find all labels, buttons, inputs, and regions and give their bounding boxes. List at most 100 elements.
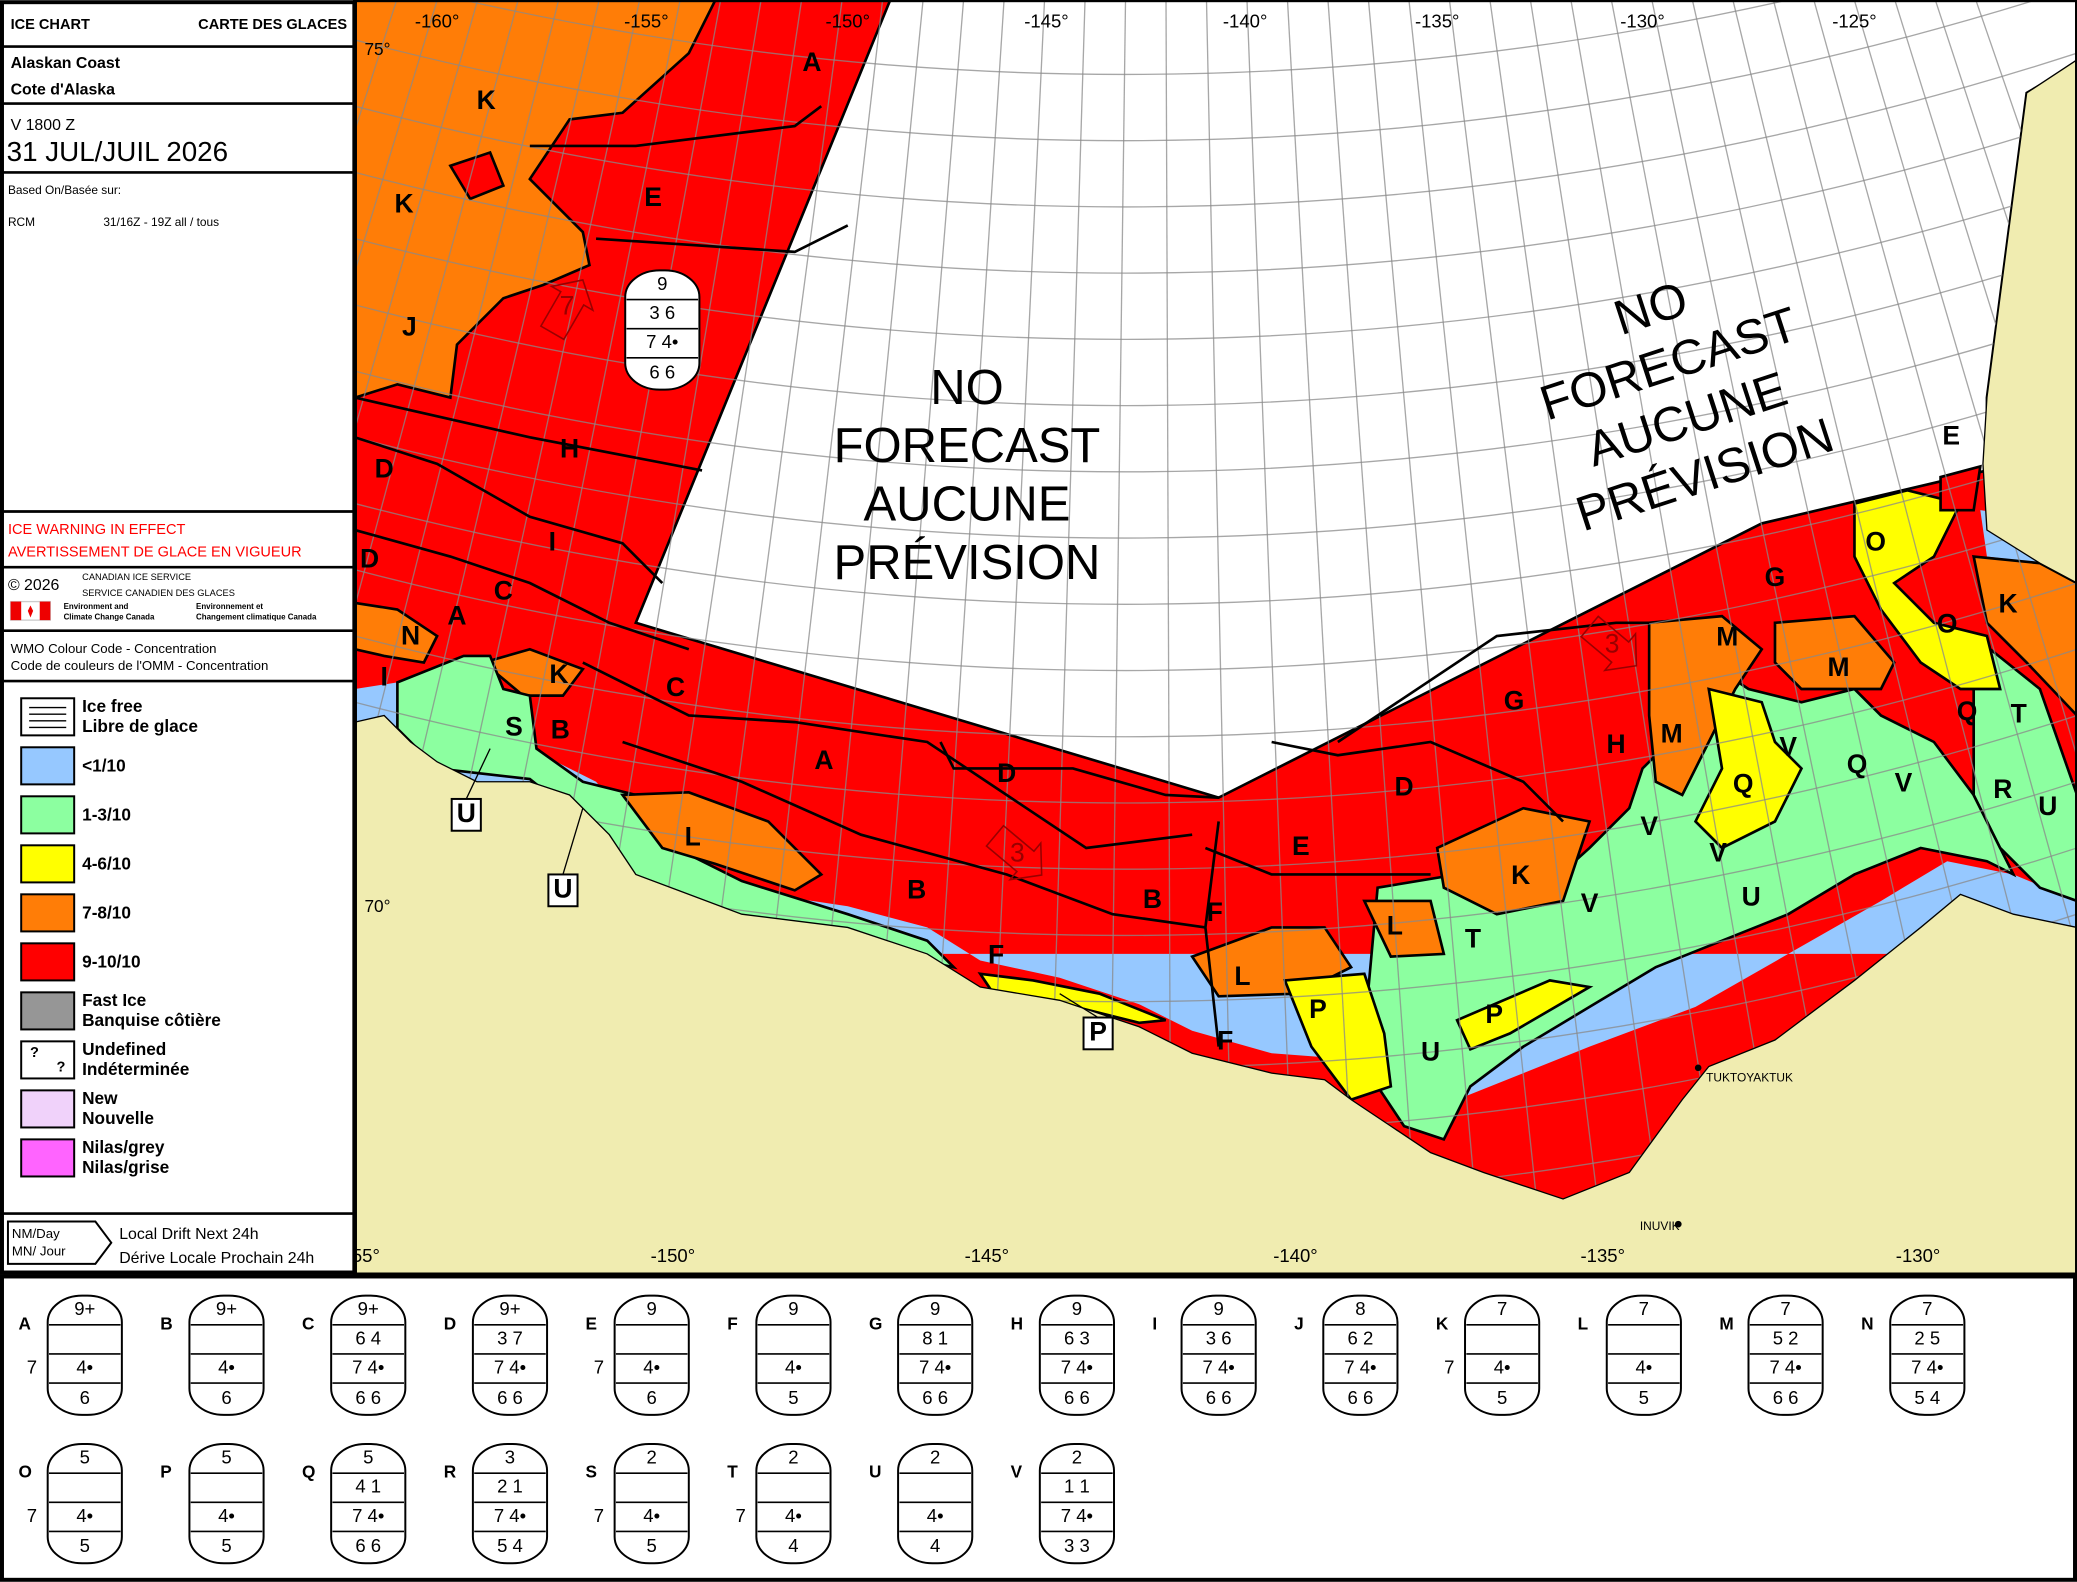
region-label: V (1640, 811, 1658, 841)
egg-stage: 7 4• (1061, 1505, 1093, 1526)
warning-en: ICE WARNING IN EFFECT (8, 522, 186, 538)
egg-total: 9 (647, 1298, 657, 1319)
egg-total: 9 (1213, 1298, 1223, 1319)
agency-en: CANADIAN ICE SERVICE (82, 572, 191, 582)
egg-stage: 4• (785, 1505, 802, 1526)
egg-id: N (1861, 1313, 1873, 1333)
egg-id: G (869, 1313, 882, 1333)
legend-swatch (20, 795, 76, 835)
parallel (354, 52, 2077, 208)
egg-id: B (160, 1313, 172, 1333)
egg-form: 6 6 (649, 362, 675, 383)
region-label: F (1207, 897, 1223, 927)
egg-id: Q (302, 1462, 315, 1482)
parallel (354, 118, 2077, 274)
boundary (939, 741, 1219, 799)
region-label: T (2011, 698, 2027, 728)
region-label: R (1993, 774, 2012, 804)
legend-label: Nilas/grise (82, 1157, 169, 1177)
egg-partial: 3 7 (497, 1327, 523, 1348)
legend-label: Undefined (82, 1039, 166, 1059)
region-label: L (1387, 910, 1403, 940)
region-label: U (457, 798, 476, 828)
egg-stage: 7 4• (1769, 1356, 1801, 1377)
egg-id: H (1011, 1313, 1023, 1333)
legend-label: New (82, 1088, 118, 1108)
egg-id: A (19, 1313, 31, 1333)
egg: 8 6 2 7 4• 6 6 (1322, 1294, 1399, 1416)
based-on: Based On/Basée sur: (8, 183, 121, 197)
latitude-label: 75° (364, 39, 390, 59)
region-label: E (1942, 420, 1960, 450)
parallel (354, 317, 2077, 473)
egg: 5 4 1 7 4• 6 6 (330, 1443, 407, 1565)
egg-total: 9 (930, 1298, 940, 1319)
region-label: O (1865, 526, 1886, 556)
region-label: D (1395, 771, 1414, 801)
egg: 9+ 6 4 7 4• 6 6 (330, 1294, 407, 1416)
drift-value: 7 (560, 291, 575, 321)
legend-swatch (20, 991, 76, 1031)
meridian (1813, 0, 2077, 952)
egg-side: 7 (594, 1505, 604, 1526)
title-fr: CARTE DES GLACES (198, 17, 347, 33)
egg-form: 6 6 (1064, 1387, 1090, 1408)
meridian (1894, 0, 2077, 588)
chart-date: 31 JUL/JUIL 2026 (7, 136, 228, 167)
egg-stage: 4• (927, 1505, 944, 1526)
longitude-label: -150° (651, 1245, 696, 1266)
meridian (1448, 0, 1608, 1275)
egg-id: R (444, 1462, 457, 1482)
egg-stage: 7 4• (919, 1356, 951, 1377)
region-label: I (380, 661, 387, 691)
drift-arrow (6, 1220, 113, 1265)
parallel (354, 251, 2077, 407)
legend-swatch (20, 893, 76, 933)
meridian (354, 0, 479, 431)
dept-fr: Environnement et (196, 602, 263, 611)
region-label: M (1716, 622, 1738, 652)
egg-stage: 4• (643, 1505, 660, 1526)
flag-band (10, 601, 22, 621)
boundary (582, 661, 1193, 850)
egg: 9 6 3 7 4• 6 6 (1038, 1294, 1115, 1416)
meridian (354, 0, 560, 810)
egg: 9+ 3 7 7 4• 6 6 (471, 1294, 549, 1416)
egg-partial: 4 1 (355, 1476, 381, 1497)
egg-id: L (1578, 1313, 1589, 1333)
region-label: B (1143, 884, 1162, 914)
region-label: O (1937, 608, 1958, 638)
egg-total: 9 (657, 273, 667, 294)
region-label: Q (1847, 749, 1868, 779)
meridian (354, 0, 438, 274)
egg-total: 8 (1355, 1298, 1365, 1319)
meridian (1934, 0, 2077, 434)
egg-form: 6 6 (922, 1387, 948, 1408)
meridian (1327, 0, 1421, 1275)
egg-side: 7 (27, 1356, 37, 1377)
egg-stage: 4• (785, 1356, 802, 1377)
egg-id: S (585, 1462, 597, 1482)
region-label: T (1465, 924, 1481, 954)
region-label: L (1234, 961, 1250, 991)
egg-form: 5 (788, 1387, 798, 1408)
meridian (354, 0, 600, 1041)
egg-partial: 6 3 (1064, 1327, 1090, 1348)
egg-id: E (585, 1313, 597, 1333)
ice-zone (1362, 899, 1446, 958)
region-label: V (1895, 767, 1913, 797)
egg: 3 2 1 7 4• 5 4 (471, 1443, 549, 1565)
longitude-label: -130° (1620, 11, 1665, 32)
boundary (1204, 846, 1431, 876)
parallel (354, 714, 2077, 870)
legend-title-en: WMO Colour Code - Concentration (11, 641, 217, 656)
egg-id: F (727, 1313, 738, 1333)
region-label: N (401, 620, 420, 650)
drift-label-en: Local Drift Next 24h (119, 1226, 258, 1243)
egg-form: 5 4 (497, 1535, 523, 1556)
egg-form: 6 (221, 1387, 231, 1408)
parallel (354, 516, 2077, 672)
region-label: U (553, 873, 572, 903)
egg-total: 5 (363, 1446, 373, 1467)
parallel (461, 0, 1790, 76)
